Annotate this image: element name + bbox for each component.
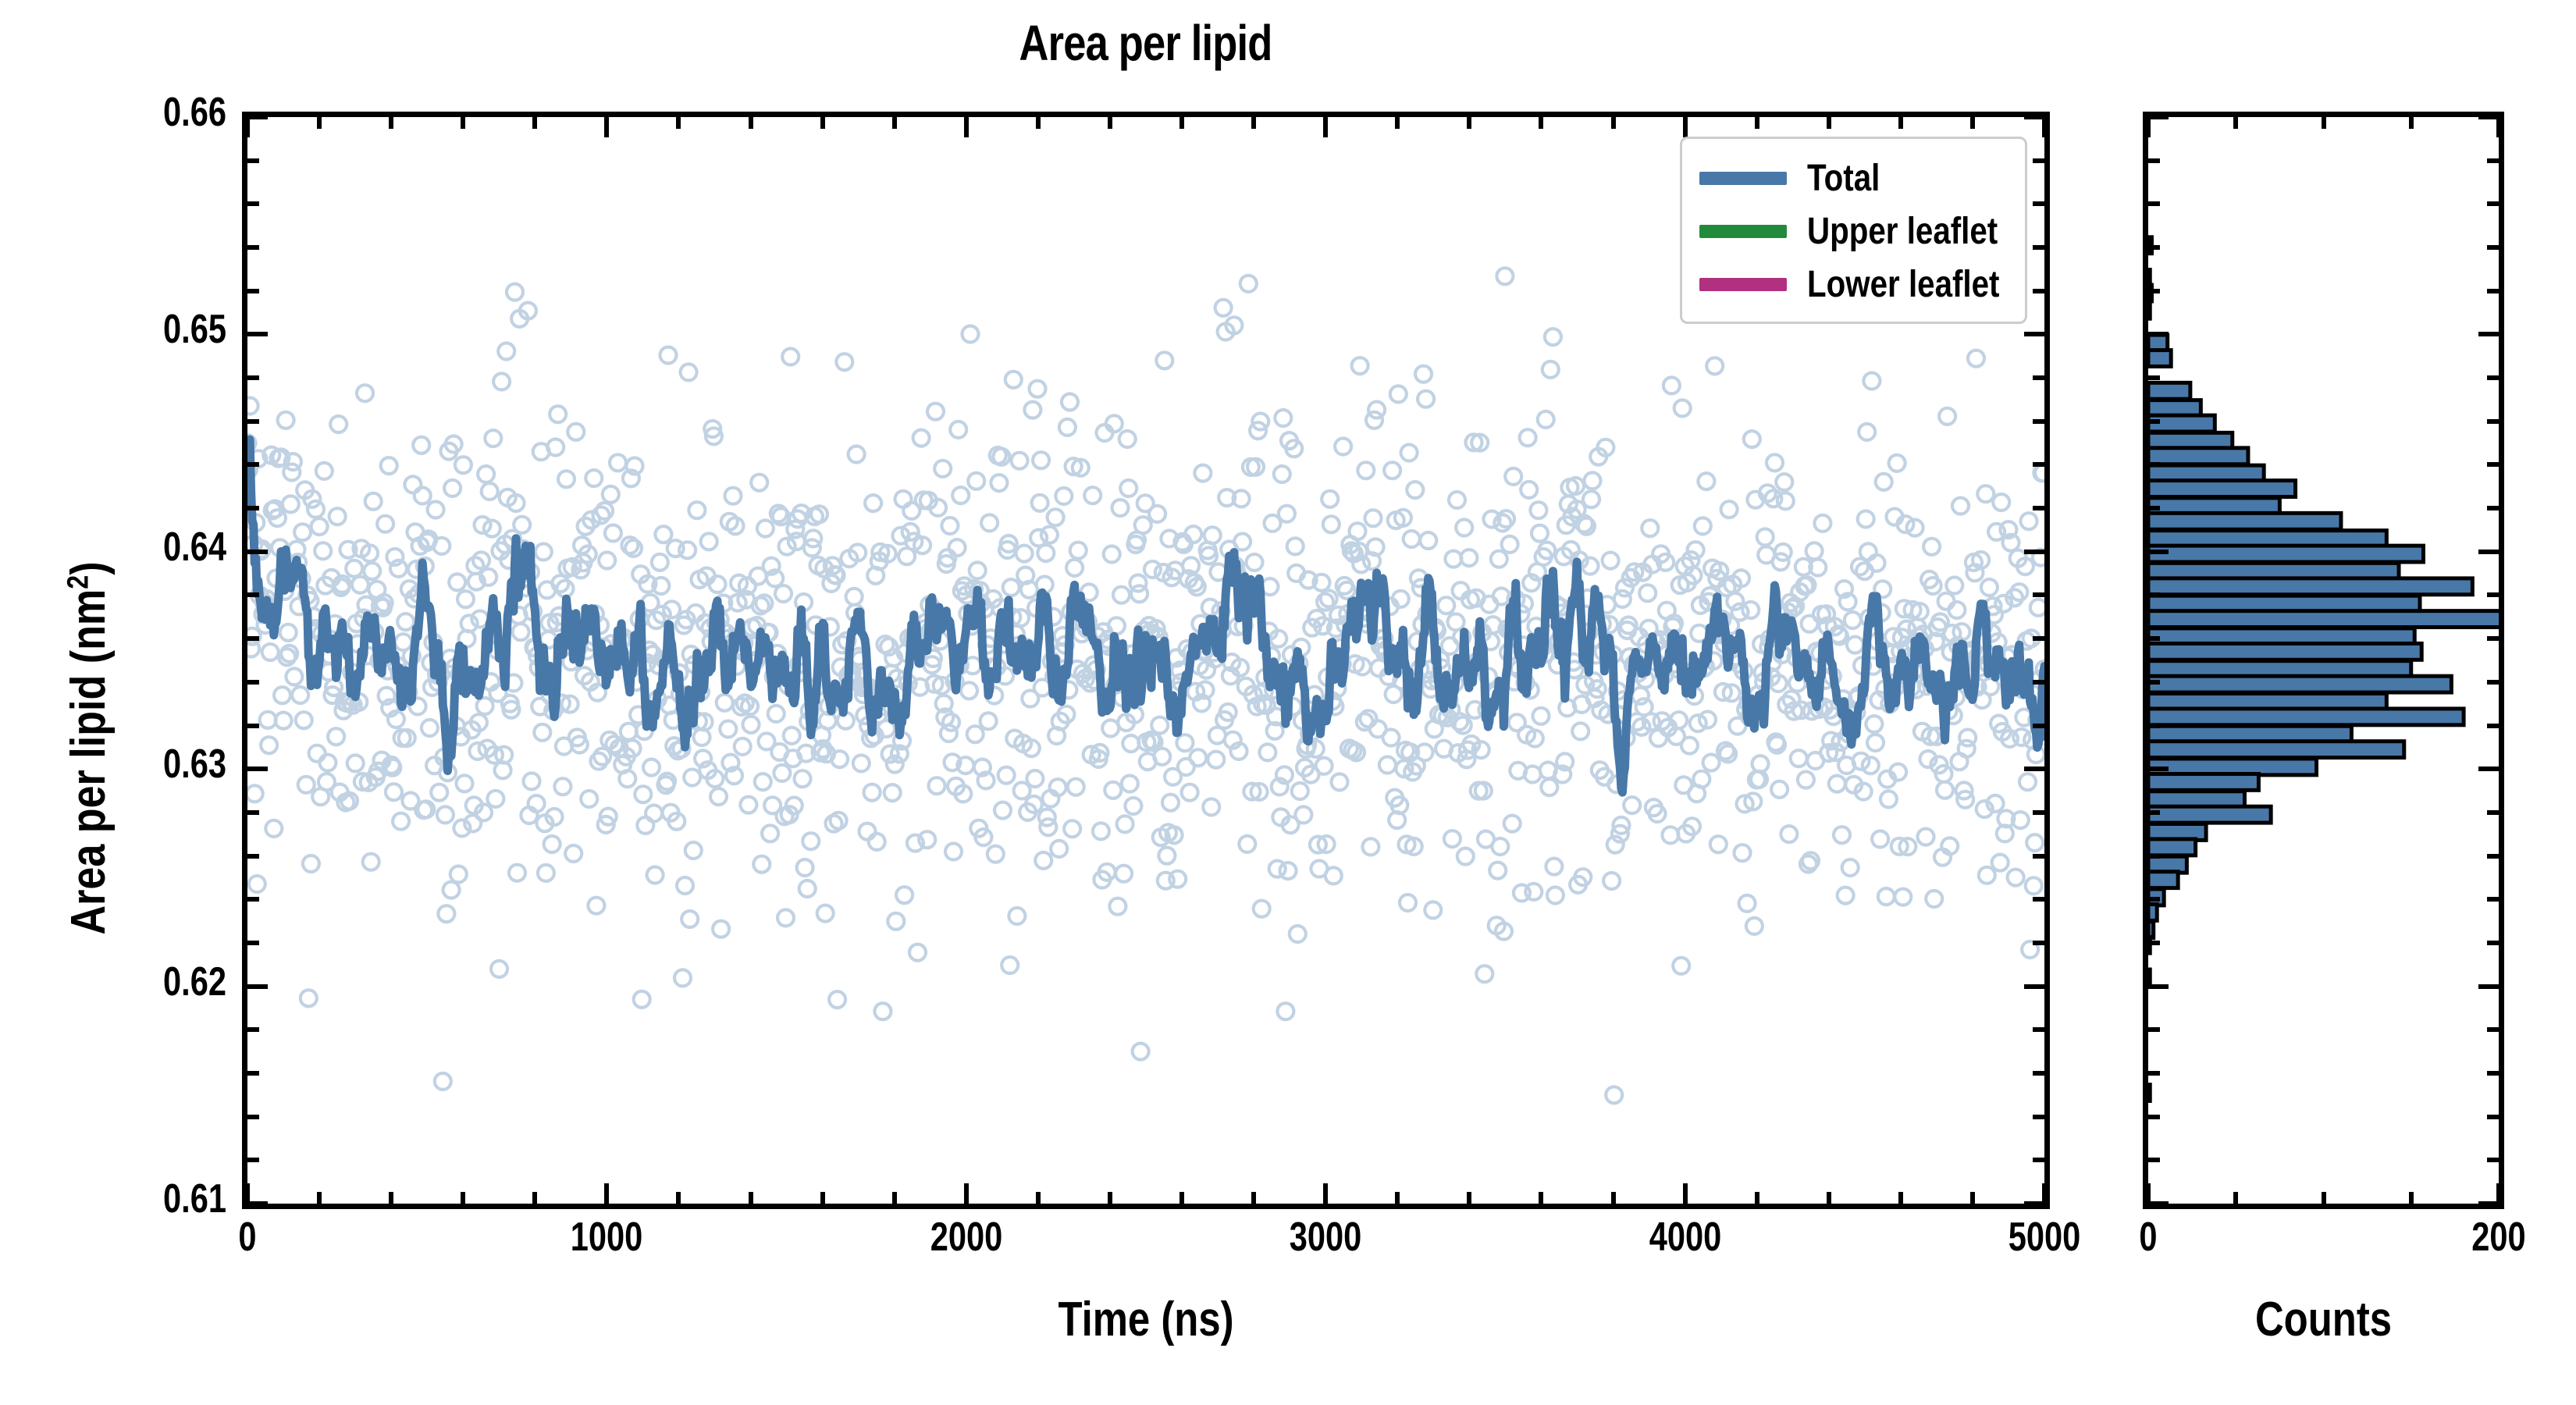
histogram-canvas [2148,235,2499,1103]
axis-tick-label: 200 [2471,1215,2526,1260]
scatter-plot-canvas [247,266,2044,1105]
histogram-bar [2148,478,2298,499]
axis-tick-label: 1000 [571,1215,643,1260]
axis-tick-label: 0.65 [163,307,226,353]
histogram-bar [2148,771,2261,792]
histogram-bar [2148,967,2152,988]
legend-color-swatch-lower-leaflet [1699,277,1787,291]
legend[interactable]: Total Upper leaflet Lower leaflet [1680,137,2027,324]
x-axis-title: Time (ns) [1058,1293,1234,1346]
histogram-bar [2148,446,2250,467]
histogram-bar [2148,380,2193,401]
y-axis-title: Area per lipid (nm2) [61,287,116,1209]
axis-tick-label: 0.61 [163,1176,226,1222]
page-title: Area per lipid [1019,15,1273,71]
histogram-bar [2148,674,2453,695]
histogram-bar [2148,641,2424,662]
histogram-bar [2148,576,2475,597]
histogram-bar [2148,934,2152,955]
histogram-bar [2148,300,2152,321]
histogram-bar [2148,543,2425,564]
axis-tick-label: 5000 [2008,1215,2081,1260]
axis-tick-label: 0 [238,1215,257,1260]
legend-color-swatch-upper-leaflet [1699,224,1787,238]
legend-color-swatch-total [1699,171,1787,185]
histogram-bar [2148,609,2499,630]
legend-item-upper-leaflet[interactable]: Upper leaflet [1699,205,2011,258]
axis-tick-label: 0 [2139,1215,2158,1260]
histogram-bar [2148,1083,2152,1103]
histogram-bar [2148,837,2198,858]
y-axis-title-tail: ) [62,561,116,575]
histogram-panel [2143,112,2504,1209]
histogram-bar [2148,804,2273,825]
axis-tick-label: 3000 [1289,1215,1362,1260]
legend-label-total: Total [1807,157,1880,199]
legend-item-lower-leaflet[interactable]: Lower leaflet [1699,258,2011,311]
axis-tick-label: 0.66 [163,90,226,135]
histogram-bar [2148,348,2173,368]
axis-tick-label: 2000 [930,1215,1003,1260]
axis-tick-label: 0.63 [163,742,226,788]
axis-tick-label: 0.62 [163,959,226,1005]
legend-item-total[interactable]: Total [1699,151,2011,205]
y-axis-title-superscript: 2 [61,574,95,589]
histogram-x-axis-title: Counts [2254,1293,2393,1346]
histogram-bar [2148,413,2217,434]
histogram-bar [2148,902,2159,923]
running-average-line [247,435,2044,797]
histogram-bar [2148,510,2343,532]
axis-tick-label: 0.64 [163,524,226,570]
histogram-bar [2148,870,2180,891]
histogram-bar [2148,235,2154,256]
histogram-bars [2148,235,2499,1103]
histogram-bar [2148,283,2154,304]
histogram-bar [2148,739,2407,760]
y-axis-title-text: Area per lipid (nm [62,589,116,935]
legend-label-lower-leaflet: Lower leaflet [1807,263,2000,305]
legend-label-upper-leaflet: Upper leaflet [1807,210,1998,252]
histogram-bar [2148,706,2466,727]
axis-tick-label: 4000 [1649,1215,1721,1260]
